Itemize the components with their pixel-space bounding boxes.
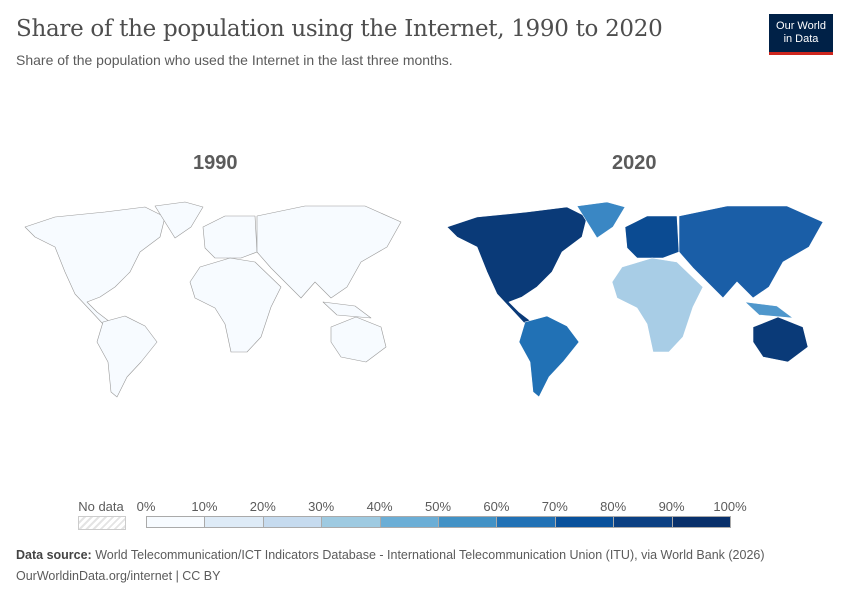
legend-no-data-label: No data xyxy=(78,499,124,514)
legend-tick-label: 30% xyxy=(308,499,335,514)
owid-logo[interactable]: Our World in Data xyxy=(769,14,833,55)
legend-bin xyxy=(262,516,323,528)
region-south-america[interactable] xyxy=(96,315,158,398)
data-source: Data source: World Telecommunication/ICT… xyxy=(16,548,765,562)
legend-bin xyxy=(204,516,264,528)
region-europe[interactable] xyxy=(202,215,258,259)
footer-url[interactable]: OurWorldinData.org/internet | CC BY xyxy=(16,569,221,583)
source-text: World Telecommunication/ICT Indicators D… xyxy=(95,548,765,562)
chart-subtitle: Share of the population who used the Int… xyxy=(16,52,453,68)
region-greenland[interactable] xyxy=(154,201,204,239)
region-australia[interactable] xyxy=(330,316,387,363)
legend-tick-label: 70% xyxy=(541,499,568,514)
region-asia[interactable] xyxy=(256,205,402,299)
chart-title: Share of the population using the Intern… xyxy=(16,16,663,42)
legend-tick-label: 20% xyxy=(249,499,276,514)
legend-tick-label: 80% xyxy=(600,499,627,514)
region-greenland[interactable] xyxy=(576,201,626,239)
legend-no-data-swatch xyxy=(78,516,126,530)
region-southeast-asia[interactable] xyxy=(744,301,794,319)
region-south-america[interactable] xyxy=(518,315,580,398)
legend-bin xyxy=(321,516,381,528)
legend-tick-label: 40% xyxy=(366,499,393,514)
legend-bin xyxy=(379,516,439,528)
legend-tick-label: 100% xyxy=(713,499,747,514)
legend-bin xyxy=(496,516,556,528)
legend-bin xyxy=(671,516,731,528)
region-asia[interactable] xyxy=(678,205,824,299)
region-africa[interactable] xyxy=(611,257,704,353)
legend-tick-label: 50% xyxy=(424,499,452,514)
logo-line-1: Our World xyxy=(776,20,826,32)
source-label: Data source: xyxy=(16,548,92,562)
legend-tick-label: 90% xyxy=(658,499,685,514)
legend-bin xyxy=(146,516,206,528)
world-map-1990 xyxy=(24,201,402,398)
map-year-1990: 1990 xyxy=(193,152,238,174)
legend-bin xyxy=(438,516,498,528)
legend-bin xyxy=(613,516,673,528)
legend-tick-label: 60% xyxy=(483,499,510,514)
region-southeast-asia[interactable] xyxy=(322,301,372,319)
legend-bin xyxy=(554,516,615,528)
region-africa[interactable] xyxy=(189,257,282,353)
legend-tick-label: 10% xyxy=(191,499,218,514)
world-map-2020 xyxy=(446,201,824,398)
logo-line-2: in Data xyxy=(783,33,819,45)
legend-tick-label: 0% xyxy=(136,499,156,514)
region-north-america[interactable] xyxy=(24,206,166,325)
map-year-2020: 2020 xyxy=(612,152,657,174)
region-europe[interactable] xyxy=(624,215,680,259)
region-australia[interactable] xyxy=(752,316,809,363)
region-north-america[interactable] xyxy=(446,206,588,325)
